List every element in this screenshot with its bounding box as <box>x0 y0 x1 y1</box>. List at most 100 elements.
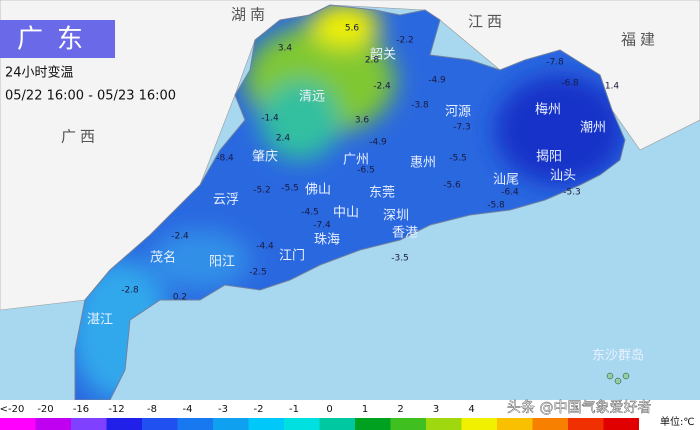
city-label: 梅州 <box>535 103 561 118</box>
station-value: 3.6 <box>355 116 370 126</box>
legend-swatch <box>532 418 568 430</box>
island <box>606 372 614 380</box>
subtitle: 24小时变温 <box>5 65 74 81</box>
city-label: 韶关 <box>370 47 396 63</box>
legend-label: 3 <box>433 404 439 415</box>
city-label: 香港 <box>392 226 418 241</box>
city-label: 中山 <box>333 206 359 221</box>
city-label: 广州 <box>343 153 369 168</box>
legend-swatch <box>497 418 533 430</box>
city-label: 清远 <box>299 90 325 105</box>
legend-label: -1 <box>289 404 299 415</box>
station-value: 2.4 <box>276 134 291 144</box>
legend-swatch <box>106 418 142 430</box>
station-value: 0.2 <box>173 293 187 303</box>
station-value: 5.6 <box>345 24 360 34</box>
period: 05/22 16:00 - 05/23 16:00 <box>5 89 176 104</box>
city-label: 揭阳 <box>536 150 562 165</box>
legend-swatch <box>35 418 71 430</box>
city-label: 潮州 <box>580 121 606 136</box>
city-label: 珠海 <box>314 233 340 248</box>
city-label: 汕尾 <box>493 173 519 188</box>
legend-label: 1 <box>362 404 368 415</box>
province-label: 湖南 <box>231 6 269 24</box>
station-value: -2.4 <box>373 82 391 92</box>
city-label: 江门 <box>279 249 305 264</box>
legend-label: -20 <box>37 404 53 415</box>
station-value: -6.8 <box>561 79 579 89</box>
station-value: -7.3 <box>453 123 471 133</box>
city-label: 阳江 <box>209 255 235 270</box>
station-value: -6.4 <box>501 188 519 198</box>
station-value: -4.4 <box>256 242 274 252</box>
watermark: 头条 @中国气象爱好者 <box>507 399 651 416</box>
city-label: 云浮 <box>213 193 239 208</box>
station-value: -6.5 <box>357 166 375 176</box>
title-box <box>0 20 115 58</box>
province-label: 江西 <box>468 13 506 31</box>
city-label: 肇庆 <box>252 150 278 165</box>
station-value: -5.5 <box>449 154 467 164</box>
island <box>614 377 622 385</box>
station-value: -7.8 <box>546 58 564 68</box>
legend-label: -8 <box>147 404 157 415</box>
city-label: 佛山 <box>305 183 331 198</box>
station-value: -5.8 <box>487 201 505 211</box>
station-value: -2.4 <box>171 232 189 242</box>
station-value: -2.2 <box>396 36 414 46</box>
legend: <-20 -20 -16 -12 -8 -4 -3 -2 -1 0 1 2 3 4 <box>0 404 639 430</box>
station-value: -5.2 <box>253 186 271 196</box>
station-value: -4.9 <box>369 138 387 148</box>
unit: 单位:℃ <box>660 415 695 428</box>
legend-swatch <box>248 418 284 430</box>
station-value: -5.5 <box>281 184 299 194</box>
legend-swatch <box>177 418 213 430</box>
legend-swatch <box>461 418 497 430</box>
legend-label: -16 <box>73 404 89 415</box>
city-label: 东沙群岛 <box>592 348 644 364</box>
legend-label: -3 <box>218 404 228 415</box>
station-value: -8.4 <box>216 154 234 164</box>
station-value: 2.8 <box>365 56 380 66</box>
station-value: -1.4 <box>261 114 279 124</box>
station-value: -3.5 <box>391 254 409 264</box>
legend-swatch <box>284 418 320 430</box>
city-label: 茂名 <box>150 250 176 266</box>
legend-label: -4 <box>183 404 193 415</box>
legend-swatch <box>142 418 178 430</box>
station-value: -2.8 <box>121 286 139 296</box>
station-value: -4.5 <box>301 208 319 218</box>
legend-label: -12 <box>108 404 124 415</box>
legend-label: <-20 <box>0 404 24 415</box>
legend-swatch <box>390 418 426 430</box>
city-label: 东莞 <box>369 186 395 201</box>
legend-label: 4 <box>468 404 474 415</box>
legend-swatch <box>319 418 355 430</box>
city-label: 湛江 <box>87 313 113 328</box>
province-border <box>74 4 626 401</box>
title: 广东 <box>17 25 97 55</box>
city-label: 惠州 <box>410 156 436 171</box>
legend-swatch <box>603 418 639 430</box>
legend-label: 2 <box>397 404 403 415</box>
city-label: 汕头 <box>550 169 576 184</box>
legend-swatch <box>71 418 107 430</box>
station-value: -5.6 <box>443 181 461 191</box>
station-value: 1.4 <box>605 82 620 92</box>
province-label: 福建 <box>621 31 659 49</box>
station-value: -4.9 <box>428 76 446 86</box>
legend-label: 0 <box>326 404 332 415</box>
station-value: -5.3 <box>563 188 581 198</box>
legend-swatch <box>355 418 391 430</box>
station-value: -3.8 <box>411 101 429 111</box>
legend-swatch <box>568 418 604 430</box>
station-value: -2.5 <box>249 268 267 278</box>
station-value: -7.4 <box>313 221 331 231</box>
legend-swatch <box>426 418 462 430</box>
legend-label: -2 <box>254 404 264 415</box>
city-label: 深圳 <box>383 209 409 224</box>
station-value: 3.4 <box>278 44 293 54</box>
province-label: 广西 <box>61 128 99 146</box>
legend-swatch <box>0 418 36 430</box>
